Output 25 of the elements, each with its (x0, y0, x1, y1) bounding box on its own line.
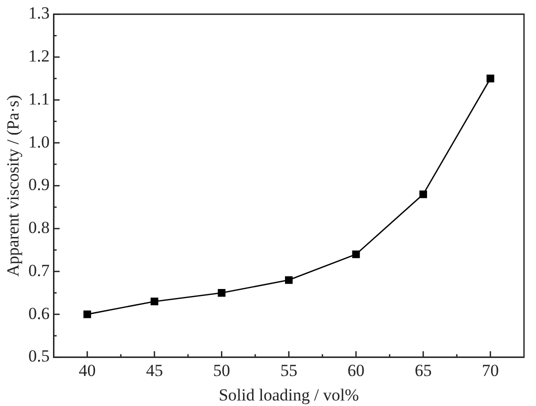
y-tick-label: 0.6 (28, 304, 50, 323)
point (150, 298, 158, 306)
x-tick-label: 50 (213, 360, 230, 380)
x-tick-label: 65 (414, 360, 432, 380)
point (352, 250, 360, 258)
y-tick-label: 1.3 (28, 4, 50, 23)
y-axis-title: Apparent viscosity / (Pa·s) (4, 94, 23, 277)
x-tick-label: 70 (482, 360, 499, 380)
point (284, 276, 293, 284)
point (218, 289, 226, 297)
y-tick-label: 0.5 (28, 346, 50, 366)
point (83, 310, 92, 318)
y-tick-label: 0.8 (28, 218, 50, 238)
x-tick-label: 55 (280, 360, 298, 380)
x-tick-label: 45 (146, 360, 163, 380)
y-tick-label: 1.2 (28, 46, 50, 66)
x-tick-label: 40 (78, 360, 96, 380)
point (486, 74, 494, 82)
y-tick-label: 0.7 (28, 260, 50, 280)
x-axis-title: Solid loading / vol% (218, 385, 359, 404)
y-tick-label: 0.9 (28, 175, 50, 194)
x-tick-label: 60 (348, 360, 365, 380)
y-tick-label: 1.0 (28, 132, 50, 152)
y-tick-label: 1.1 (28, 89, 50, 108)
point (419, 190, 428, 198)
